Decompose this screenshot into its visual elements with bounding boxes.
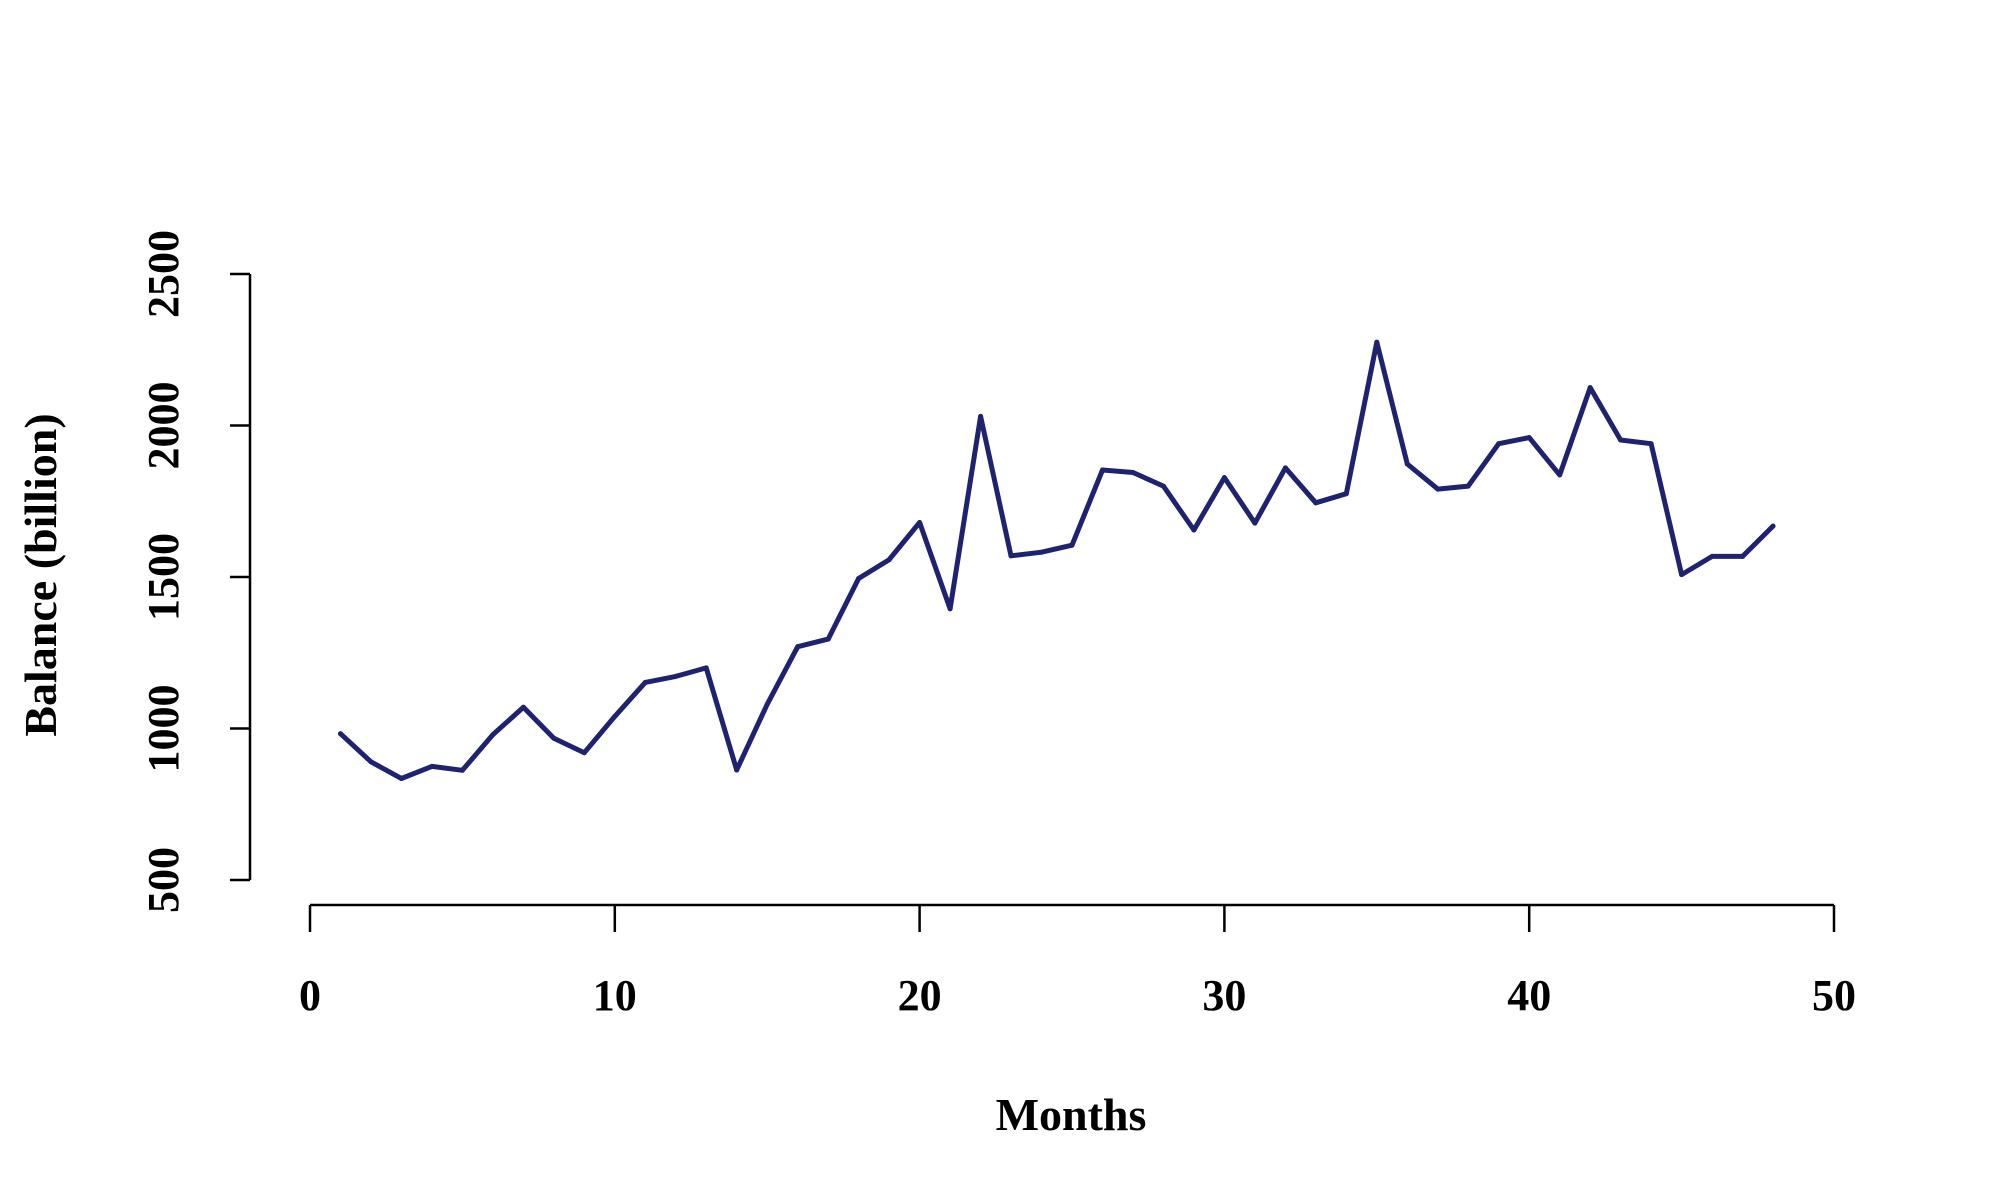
data-point — [673, 673, 679, 679]
data-point — [856, 576, 862, 581]
data-point — [1648, 441, 1654, 447]
data-point — [1252, 520, 1258, 526]
data-point — [642, 679, 648, 685]
data-point — [886, 557, 892, 563]
data-point — [1587, 385, 1593, 391]
data-point — [1709, 553, 1715, 559]
data-point — [1343, 491, 1349, 497]
y-tick-label: 1000 — [139, 685, 188, 773]
data-point — [338, 731, 343, 737]
data-point — [1313, 500, 1319, 506]
x-tick-label: 20 — [898, 971, 942, 1020]
data-point — [1069, 542, 1075, 548]
data-point — [1435, 486, 1441, 492]
series-layer — [338, 339, 1776, 781]
data-point — [1496, 441, 1502, 447]
data-point — [1130, 470, 1136, 475]
y-tick-label: 2500 — [139, 230, 188, 318]
data-point — [1008, 553, 1014, 559]
data-point — [1039, 549, 1044, 555]
data-point — [520, 704, 526, 710]
data-point — [825, 636, 831, 642]
data-point — [368, 759, 374, 765]
data-point — [1191, 527, 1197, 533]
series-line — [338, 339, 1776, 781]
data-point — [703, 665, 709, 671]
data-point — [978, 413, 984, 419]
x-tick-label: 30 — [1202, 971, 1246, 1020]
data-point — [734, 767, 740, 773]
data-point — [1770, 523, 1776, 529]
y-tick-label: 500 — [139, 847, 188, 913]
data-point — [1404, 461, 1410, 467]
x-axis: 0 10 20 30 40 50 — [299, 903, 1856, 1020]
data-point — [490, 732, 496, 738]
data-point — [581, 750, 587, 756]
data-point — [1282, 465, 1288, 471]
y-tick-label: 2000 — [139, 382, 188, 470]
data-point — [795, 644, 801, 650]
data-point — [1526, 435, 1532, 441]
y-axis: 500 1000 1500 2000 2500 — [139, 230, 252, 913]
data-point — [398, 776, 404, 781]
data-point — [1100, 467, 1105, 473]
data-point — [1221, 475, 1227, 481]
data-point — [1557, 472, 1563, 478]
x-tick-label: 0 — [299, 971, 321, 1020]
data-point — [1679, 572, 1685, 578]
data-point — [612, 713, 618, 719]
data-point — [947, 606, 953, 612]
data-point — [1465, 483, 1471, 489]
x-axis-title: Months — [996, 1089, 1147, 1140]
x-tick-label: 10 — [593, 971, 637, 1020]
data-point — [459, 767, 465, 773]
y-axis-title: Balance (billion) — [15, 413, 66, 736]
data-point — [429, 763, 435, 769]
x-tick-label: 50 — [1812, 971, 1856, 1020]
data-point — [1160, 483, 1166, 489]
data-point — [917, 520, 923, 525]
x-tick-label: 40 — [1507, 971, 1551, 1020]
y-tick-label: 1500 — [139, 533, 188, 621]
data-point — [1618, 437, 1624, 443]
data-point — [1740, 553, 1746, 559]
data-point — [551, 735, 557, 741]
data-point — [1374, 339, 1380, 345]
data-point — [764, 701, 770, 707]
